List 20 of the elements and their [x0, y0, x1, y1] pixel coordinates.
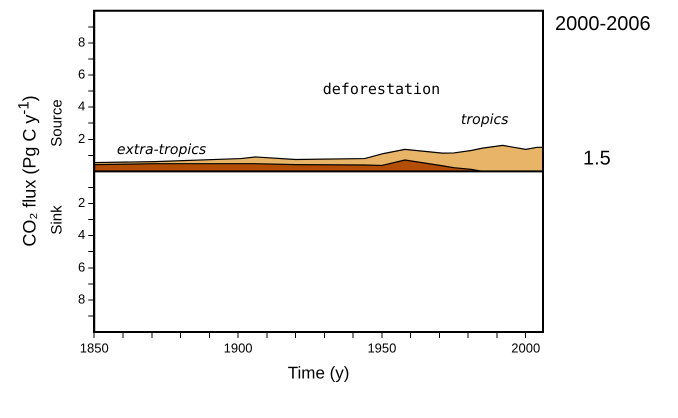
x-tick-label: 1850 [80, 340, 109, 356]
x-tick-label: 2000 [511, 340, 540, 356]
y-tick-label: 6 [78, 66, 86, 82]
text: 1.5 [583, 147, 611, 170]
text: 2000-2006 [555, 12, 651, 36]
y-tick-label: 2 [78, 195, 86, 210]
x-tick-label: 1950 [367, 340, 396, 356]
x-tick-label: 1900 [224, 340, 253, 356]
y-tick-label: 6 [78, 259, 86, 274]
x-axis-title: Time (y) [288, 363, 350, 382]
text: Sink [48, 204, 66, 234]
y-tick-label: 2 [78, 130, 86, 146]
annotation: deforestation [322, 80, 440, 98]
y-tick-label: 8 [78, 291, 86, 306]
y-tick-label: 4 [78, 227, 86, 242]
series-label: tropics [460, 112, 508, 128]
y-tick-label: 8 [78, 34, 86, 50]
series-label: extra-tropics [116, 142, 206, 158]
y-tick-label: 4 [78, 98, 86, 114]
text: Source [48, 99, 66, 147]
